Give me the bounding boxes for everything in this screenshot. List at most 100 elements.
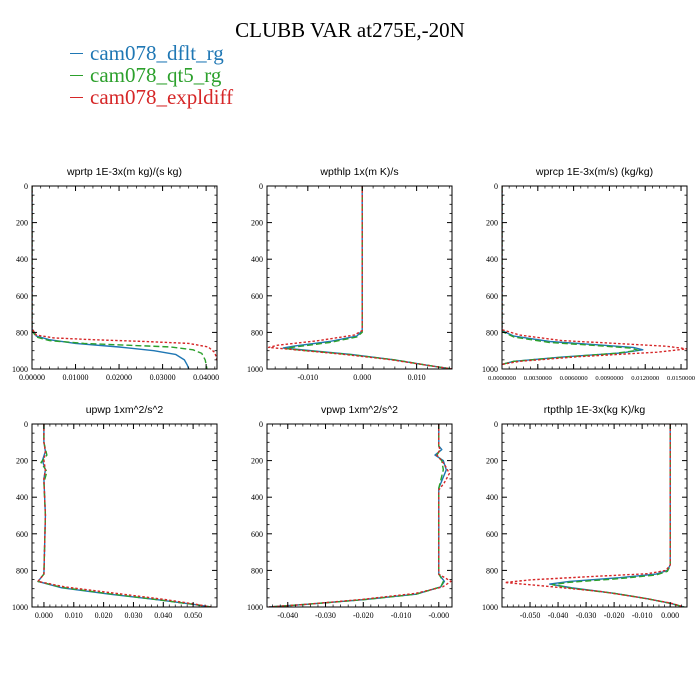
y-tick-label: 600 [251, 530, 263, 539]
x-tick-label: -0.030 [576, 611, 597, 620]
y-tick-label: 200 [486, 457, 498, 466]
series-line-3 [267, 186, 452, 369]
figure-title: CLUBB VAR at275E,-20N [235, 18, 465, 42]
panel-4: upwp 1xm^2/s^2 0 200 400 600 800 1000 0.000 0.01… [12, 404, 218, 620]
panel-title: vpwp 1xm^2/s^2 [321, 404, 398, 416]
legend-label-expldiff: cam078_expldiff [90, 85, 234, 109]
x-tick-label: 0.000 [35, 611, 53, 620]
series-line-3 [268, 424, 452, 607]
y-tick-label: 200 [486, 219, 498, 228]
series-group [502, 186, 687, 366]
legend-item-dflt: cam078_dflt_rg [70, 42, 233, 64]
x-tick-label: -0.020 [604, 611, 625, 620]
x-tick-label: 0.00000 [19, 373, 45, 382]
y-tick-label: 600 [16, 292, 28, 301]
y-tick-label: 600 [486, 292, 498, 301]
x-tick-label: -0.040 [277, 611, 298, 620]
panel-3: wprcp 1E-3x(m/s) (kg/kg) 0 200 400 600 800 100… [482, 166, 696, 382]
x-tick-label: 0.000 [661, 611, 679, 620]
series-line-2 [551, 424, 685, 607]
legend-label-dflt: cam078_dflt_rg [90, 41, 224, 65]
panel-1: wprtp 1E-3x(m kg)/(s kg) 0 200 400 600 800 100… [12, 166, 219, 382]
y-tick-label: 1000 [482, 603, 498, 612]
panel-6: rtpthlp 1E-3x(kg K)/kg 0 200 400 600 800 1000 -… [482, 404, 688, 620]
x-tick-label: 0.0150000 [667, 375, 696, 382]
series-line-2 [502, 186, 639, 366]
series-group [268, 424, 452, 607]
x-tick-label: -0.010 [632, 611, 653, 620]
y-tick-label: 400 [486, 493, 498, 502]
plot-frame [266, 185, 453, 370]
y-tick-label: 1000 [12, 365, 28, 374]
x-tick-label: 0.030 [124, 611, 142, 620]
y-tick-label: 0 [259, 182, 263, 191]
legend-swatch-expldiff [70, 96, 83, 98]
y-tick-label: 0 [259, 420, 263, 429]
series-line-1 [268, 424, 447, 607]
x-tick-label: 0.000 [353, 373, 371, 382]
y-tick-label: 200 [251, 457, 263, 466]
x-tick-label: 0.03000 [150, 373, 176, 382]
x-tick-label: 0.0060000 [560, 375, 589, 382]
y-tick-label: 1000 [482, 365, 498, 374]
x-tick-label: -0.050 [520, 611, 541, 620]
series-line-2 [268, 424, 444, 607]
y-tick-label: 400 [16, 493, 28, 502]
legend: cam078_dflt_rg cam078_qt5_rg cam078_expl… [70, 42, 233, 108]
x-tick-label: 0.0090000 [595, 375, 624, 382]
x-tick-label: -0.000 [428, 611, 449, 620]
y-tick-label: 200 [16, 457, 28, 466]
x-tick-label: 0.050 [184, 611, 202, 620]
y-tick-label: 400 [16, 255, 28, 264]
panel-title: upwp 1xm^2/s^2 [86, 404, 164, 416]
y-tick-label: 0 [24, 420, 28, 429]
x-tick-label: 0.0030000 [524, 375, 553, 382]
y-tick-label: 0 [494, 420, 498, 429]
x-tick-label: 0.020 [95, 611, 113, 620]
y-tick-label: 0 [24, 182, 28, 191]
x-tick-label: 0.04000 [193, 373, 219, 382]
series-group [32, 186, 217, 369]
y-tick-label: 600 [251, 292, 263, 301]
panel-2: wpthlp 1x(m K)/s 0 200 400 600 800 1000 -0.010 0… [247, 166, 453, 382]
legend-label-qt5: cam078_qt5_rg [90, 63, 222, 87]
legend-item-qt5: cam078_qt5_rg [70, 64, 233, 86]
y-tick-label: 800 [486, 566, 498, 575]
x-tick-label: 0.0000000 [488, 375, 517, 382]
plot-frame [31, 423, 218, 608]
panel-title: wprtp 1E-3x(m kg)/(s kg) [66, 166, 182, 178]
plot-frame [266, 423, 453, 608]
legend-item-expldiff: cam078_expldiff [70, 86, 233, 108]
x-tick-label: 0.010 [65, 611, 83, 620]
legend-swatch-dflt [70, 52, 83, 54]
series-line-1 [502, 186, 644, 366]
series-line-2 [32, 186, 208, 369]
y-tick-label: 800 [16, 328, 28, 337]
x-tick-label: -0.010 [391, 611, 412, 620]
panel-title: wpthlp 1x(m K)/s [319, 166, 398, 178]
y-tick-label: 800 [251, 566, 263, 575]
y-tick-label: 1000 [12, 603, 28, 612]
y-tick-label: 200 [251, 219, 263, 228]
y-tick-label: 800 [16, 566, 28, 575]
x-tick-label: -0.030 [315, 611, 336, 620]
panel-title: rtpthlp 1E-3x(kg K)/kg [544, 404, 646, 416]
series-group [504, 424, 685, 607]
x-tick-label: -0.010 [297, 373, 318, 382]
y-tick-label: 400 [486, 255, 498, 264]
panel-title: wprcp 1E-3x(m/s) (kg/kg) [535, 166, 653, 178]
x-tick-label: -0.040 [548, 611, 569, 620]
y-tick-label: 200 [16, 219, 28, 228]
x-tick-label: 0.0120000 [631, 375, 660, 382]
series-line-2 [37, 424, 212, 607]
panel-5: vpwp 1xm^2/s^2 0 200 400 600 800 1000 -0.040 -0.… [247, 404, 453, 620]
legend-swatch-qt5 [70, 74, 83, 76]
series-line-1 [37, 424, 212, 607]
y-tick-label: 0 [494, 182, 498, 191]
series-group [37, 424, 212, 607]
y-tick-label: 600 [16, 530, 28, 539]
series-line-3 [37, 424, 212, 607]
x-tick-label: 0.02000 [106, 373, 132, 382]
